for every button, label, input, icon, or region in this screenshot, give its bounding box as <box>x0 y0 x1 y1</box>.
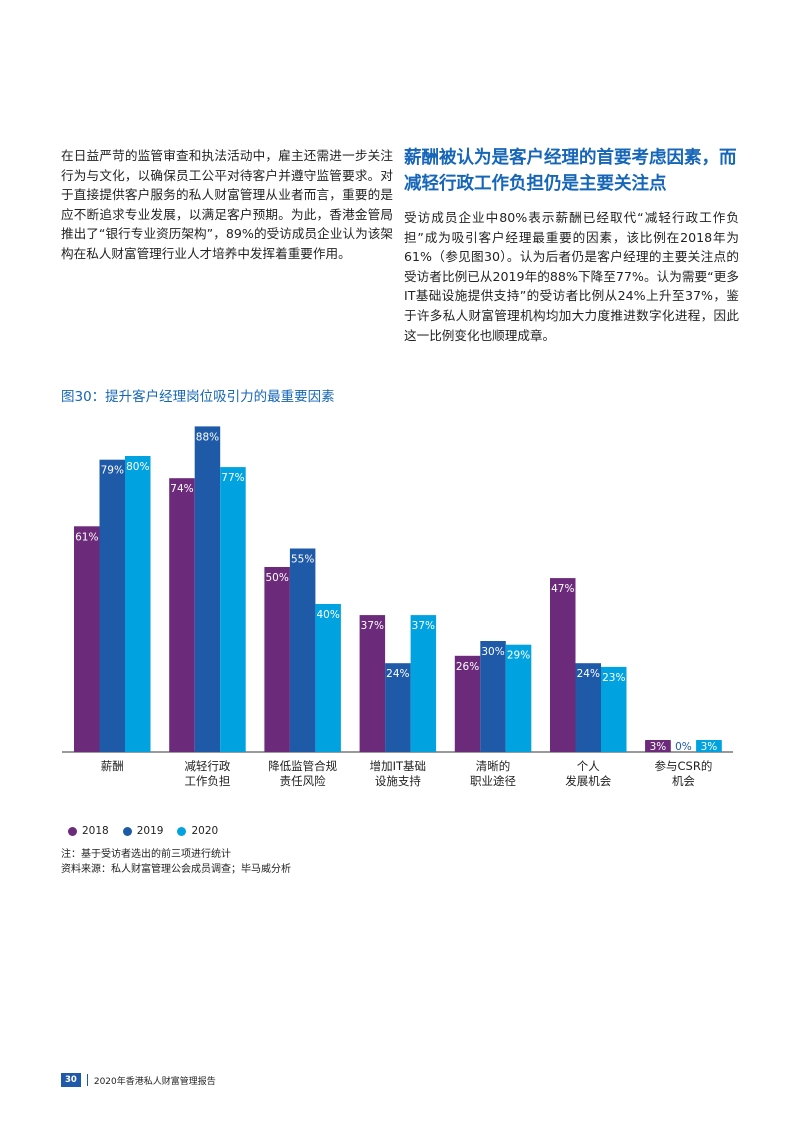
data-label-2020-5: 23% <box>602 672 625 684</box>
legend-item-2018: 2018 <box>68 825 109 837</box>
data-label-2018-3: 37% <box>361 620 384 632</box>
note-basis: 注：基于受访者选出的前三项进行统计 <box>61 849 231 860</box>
data-label-2019-2: 55% <box>291 554 314 566</box>
intro-paragraph: 在日益严苛的监管审查和执法活动中，雇主还需进一步关注行为与文化，以确保员工公平对… <box>61 148 393 261</box>
data-label-2019-0: 79% <box>101 465 124 477</box>
data-label-2018-0: 61% <box>75 531 98 543</box>
bar-2020-4 <box>505 644 532 752</box>
bar-2020-0 <box>125 456 151 752</box>
bar-2020-3 <box>410 615 437 752</box>
data-label-2019-1: 88% <box>196 431 219 443</box>
bar-2020-1 <box>220 467 246 752</box>
data-label-2018-4: 26% <box>456 661 479 673</box>
category-label-5-0: 个人 <box>577 759 600 773</box>
note-source: 资料来源：私人财富管理公会成员调查；毕马威分析 <box>61 863 291 875</box>
bar-cap-2020-6 <box>696 740 722 752</box>
chart-legend: 2018 2019 2020 <box>68 825 218 837</box>
legend-swatch-2019 <box>122 826 132 836</box>
legend-label-2019: 2019 <box>136 825 164 837</box>
category-label-1-1: 工作负担 <box>184 774 230 788</box>
data-label-2018-1: 74% <box>170 483 193 495</box>
bar-2018-1 <box>169 478 195 752</box>
category-label-2-0: 降低监管合规 <box>268 759 337 773</box>
bar-2019-4 <box>480 641 506 752</box>
legend-swatch-2020 <box>177 826 187 836</box>
data-label-2019-3: 24% <box>386 668 409 680</box>
bar-2020-2 <box>315 604 341 752</box>
page-number: 30 <box>61 1073 81 1087</box>
legend-item-2019: 2019 <box>122 825 164 837</box>
category-label-3-1: 设施支持 <box>375 774 421 788</box>
category-label-0-0: 薪酬 <box>101 759 124 773</box>
category-label-2-1: 责任风险 <box>280 774 326 788</box>
bar-2019-1 <box>194 426 221 752</box>
bar-2018-5 <box>550 578 576 752</box>
bar-2019-2 <box>289 548 316 752</box>
legend-label-2020: 2020 <box>191 825 219 837</box>
data-label-2018-5: 47% <box>551 583 574 595</box>
category-label-4-0: 清晰的 <box>476 759 511 773</box>
data-label-2020-0: 80% <box>126 461 149 473</box>
category-label-1-0: 减轻行政 <box>184 759 230 773</box>
bar-2018-4 <box>454 655 481 752</box>
report-title: 2020年香港私人财富管理报告 <box>93 1076 216 1087</box>
footer-divider <box>86 1074 88 1086</box>
bar-2018-0 <box>74 526 100 752</box>
page-footer: 30 2020年香港私人财富管理报告 <box>61 1073 216 1087</box>
bar-cap-2018-6 <box>645 740 671 752</box>
legend-label-2018: 2018 <box>82 825 109 837</box>
legend-swatch-2018 <box>68 826 77 836</box>
data-label-2020-4: 29% <box>507 650 530 662</box>
data-label-2020-6: 3% <box>701 741 718 753</box>
chart-title: 图30：提升客户经理岗位吸引力的最重要因素 <box>61 389 335 405</box>
data-label-2018-2: 50% <box>265 572 288 584</box>
data-label-2019-6: 0% <box>675 741 692 753</box>
data-label-2020-1: 77% <box>221 472 244 484</box>
data-label-2018-6: 3% <box>650 741 667 753</box>
chart-notes: 注：基于受访者选出的前三项进行统计 资料来源：私人财富管理公会成员调查；毕马威分… <box>61 848 291 877</box>
legend-item-2020: 2020 <box>177 825 218 837</box>
category-label-6-0: 参与CSR的 <box>655 759 713 773</box>
bar-2019-0 <box>99 459 125 752</box>
data-label-2020-3: 37% <box>412 620 435 632</box>
data-label-2020-2: 40% <box>316 609 339 621</box>
bar-2018-2 <box>264 567 290 752</box>
category-label-5-1: 发展机会 <box>565 774 611 788</box>
bar-2019-3 <box>385 663 411 752</box>
bar-2020-5 <box>601 666 627 752</box>
category-label-4-1: 职业途径 <box>470 774 516 788</box>
data-label-2019-5: 24% <box>577 668 600 680</box>
section-heading: 薪酬被认为是客户经理的首要考虑因素，而减轻行政工作负担仍是主要关注点 <box>404 148 737 194</box>
data-label-2019-4: 30% <box>481 646 504 658</box>
bar-2019-5 <box>575 663 601 752</box>
category-label-6-1: 机会 <box>672 774 695 788</box>
category-label-3-0: 增加IT基础 <box>370 759 426 773</box>
bar-2018-3 <box>359 615 386 752</box>
section-paragraph: 受访成员企业中80%表示薪酬已经取代“减轻行政工作负担”成为吸引客户经理最重要的… <box>404 210 739 343</box>
